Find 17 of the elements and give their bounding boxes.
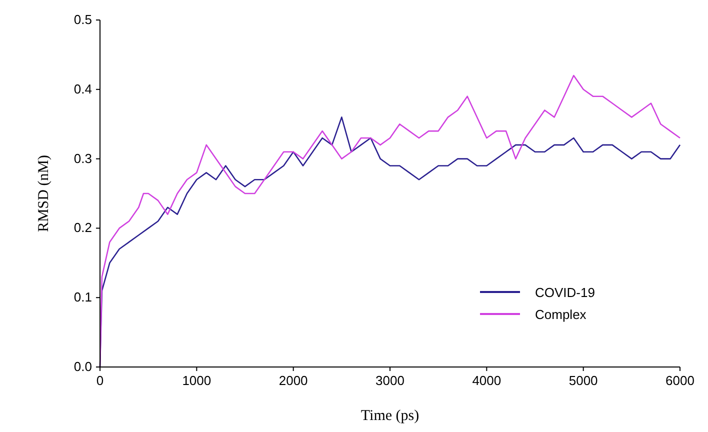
x-tick-label: 2000 (278, 373, 308, 388)
y-tick-label: 0.3 (74, 150, 92, 166)
y-tick-label: 0.0 (74, 359, 92, 374)
y-tick-label: 0.4 (74, 81, 92, 96)
y-tick-label: 0.1 (74, 290, 92, 305)
x-tick-label: 0 (96, 373, 104, 388)
x-tick-label: 5000 (568, 373, 598, 388)
x-tick-label: 4000 (472, 373, 502, 388)
x-tick-label: 3000 (376, 373, 404, 388)
y-tick-label: 0.2 (74, 220, 92, 236)
x-axis-title: Time (ps) (360, 408, 420, 424)
legend-label: Complex (535, 307, 587, 322)
x-tick-label: 6000 (666, 373, 694, 388)
y-axis-title: RMSD (nM) (36, 154, 52, 232)
x-tick-label: 1000 (182, 373, 212, 388)
y-tick-label: 0.5 (74, 12, 92, 27)
legend-label: COVID-19 (535, 285, 595, 300)
